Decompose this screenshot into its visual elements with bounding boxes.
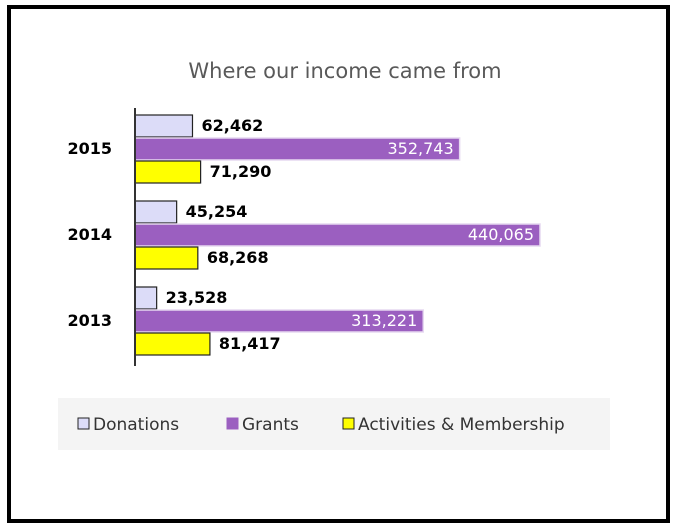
category-label: 2015 bbox=[67, 139, 112, 158]
frame bbox=[7, 5, 670, 523]
legend-swatch bbox=[226, 417, 239, 430]
category-label: 2014 bbox=[67, 225, 112, 244]
data-label: 23,528 bbox=[166, 288, 228, 307]
bar bbox=[134, 246, 199, 270]
data-label: 352,743 bbox=[387, 139, 453, 158]
data-label: 313,221 bbox=[351, 311, 417, 330]
data-label: 62,462 bbox=[201, 116, 263, 135]
data-label: 440,065 bbox=[468, 225, 534, 244]
bar bbox=[134, 286, 158, 310]
chart-title: Where our income came from bbox=[188, 59, 501, 83]
legend-label: Donations bbox=[93, 415, 179, 435]
legend-swatch bbox=[342, 417, 355, 430]
legend-box bbox=[58, 398, 610, 450]
category-label: 2013 bbox=[67, 311, 112, 330]
legend-label: Activities & Membership bbox=[358, 415, 565, 435]
data-label: 71,290 bbox=[210, 162, 272, 181]
bar bbox=[134, 200, 178, 224]
bar bbox=[134, 160, 202, 184]
data-label: 45,254 bbox=[186, 202, 248, 221]
data-label: 81,417 bbox=[219, 334, 281, 353]
bar bbox=[134, 114, 194, 138]
legend-swatch bbox=[77, 417, 90, 430]
data-label: 68,268 bbox=[207, 248, 269, 267]
bar bbox=[134, 332, 211, 356]
legend-label: Grants bbox=[242, 415, 299, 435]
